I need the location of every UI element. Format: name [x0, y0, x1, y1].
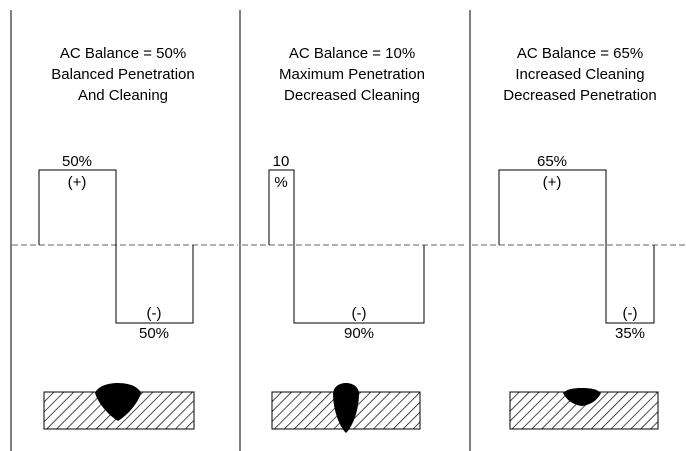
weld-bead: [95, 383, 141, 421]
negative-percent-label: 50%: [139, 325, 169, 342]
panel-title-line: Decreased Penetration: [503, 87, 656, 104]
negative-sign-label: (-): [352, 305, 367, 322]
panel-1: AC Balance = 50% Balanced Penetration An…: [38, 45, 195, 430]
panel-title-line: AC Balance = 65%: [517, 45, 643, 62]
negative-percent-label: 35%: [615, 325, 645, 342]
positive-percent-label: 50%: [62, 153, 92, 170]
negative-sign-label: (-): [623, 305, 638, 322]
panel-title-line: Increased Cleaning: [515, 66, 644, 83]
positive-sign-label: %: [274, 174, 287, 191]
ac-waveform: [38, 169, 194, 324]
negative-percent-label: 90%: [344, 325, 374, 342]
panel-title-line: Balanced Penetration: [51, 66, 194, 83]
positive-sign-label: (+): [543, 174, 562, 191]
panel-title-line: Decreased Cleaning: [284, 87, 420, 104]
panel-3: AC Balance = 65% Increased Cleaning Decr…: [498, 45, 659, 430]
positive-percent-label: 10: [273, 153, 290, 170]
weld-bead: [333, 383, 359, 433]
panel-title-line: Maximum Penetration: [279, 66, 425, 83]
negative-sign-label: (-): [147, 305, 162, 322]
panel-2: AC Balance = 10% Maximum Penetration Dec…: [268, 45, 425, 433]
ac-waveform: [268, 169, 425, 324]
panel-title-line: AC Balance = 10%: [289, 45, 415, 62]
ac-waveform: [498, 169, 655, 324]
positive-sign-label: (+): [68, 174, 87, 191]
panel-title-line: AC Balance = 50%: [60, 45, 186, 62]
positive-percent-label: 65%: [537, 153, 567, 170]
weld-bead: [563, 388, 601, 406]
panel-title-line: And Cleaning: [78, 87, 168, 104]
